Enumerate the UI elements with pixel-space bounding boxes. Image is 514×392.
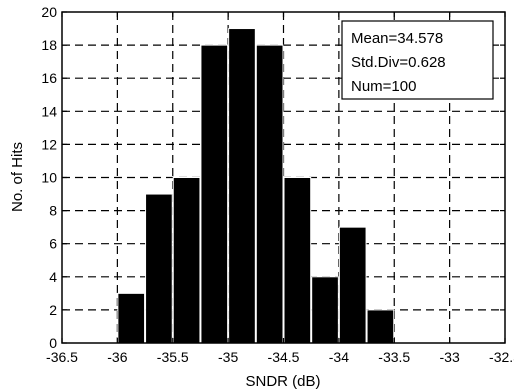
x-tick-label: -34.5 bbox=[268, 349, 300, 365]
y-tick-label: 8 bbox=[49, 203, 57, 219]
y-tick-labels: 0 2 4 6 8 10 12 14 16 18 20 bbox=[41, 4, 57, 351]
y-tick-label: 16 bbox=[41, 70, 57, 86]
histogram-bar bbox=[172, 177, 201, 344]
x-tick-label: -35 bbox=[218, 349, 238, 365]
histogram-bar bbox=[311, 276, 339, 344]
histogram-bar bbox=[145, 193, 173, 344]
histogram-bar bbox=[228, 28, 256, 344]
y-axis-title: No. of Hits bbox=[9, 142, 26, 212]
x-tick-label: -33.5 bbox=[378, 349, 410, 365]
bars bbox=[117, 28, 395, 344]
y-tick-label: 20 bbox=[41, 4, 57, 20]
histogram-bar bbox=[283, 177, 312, 344]
histogram-bar bbox=[200, 44, 229, 344]
histogram-bar bbox=[338, 226, 367, 344]
histogram-bar bbox=[366, 309, 395, 344]
x-tick-label: -35.5 bbox=[157, 349, 189, 365]
y-tick-label: 12 bbox=[41, 136, 57, 152]
x-tick-label: -32.5 bbox=[489, 349, 514, 365]
histogram-bar bbox=[117, 292, 146, 344]
y-tick-label: 14 bbox=[41, 103, 57, 119]
y-tick-label: 10 bbox=[41, 170, 57, 186]
stats-box-frame bbox=[341, 20, 494, 100]
x-axis-title: SNDR (dB) bbox=[245, 373, 320, 390]
x-tick-label: -33 bbox=[440, 349, 460, 365]
y-tick-label: 18 bbox=[41, 37, 57, 53]
stats-count: Num=100 bbox=[351, 78, 416, 95]
y-tick-label: 4 bbox=[49, 269, 57, 285]
stats-box: Mean=34.578 Std.Div=0.628 Num=100 bbox=[341, 20, 494, 100]
histogram-bar bbox=[255, 44, 284, 344]
x-tick-label: -36.5 bbox=[46, 349, 78, 365]
y-tick-label: 6 bbox=[49, 236, 57, 252]
y-tick-label: 2 bbox=[49, 302, 57, 318]
stats-std-dev: Std.Div=0.628 bbox=[351, 54, 446, 71]
x-tick-labels: -36.5 -36 -35.5 -35 -34.5 -34 -33.5 -33 -32.5 bbox=[46, 349, 514, 365]
tick-marks bbox=[61, 11, 506, 344]
stats-mean: Mean=34.578 bbox=[351, 30, 443, 47]
x-tick-label: -36 bbox=[107, 349, 127, 365]
x-tick-label: -34 bbox=[329, 349, 349, 365]
y-tick-label: 0 bbox=[49, 335, 57, 351]
